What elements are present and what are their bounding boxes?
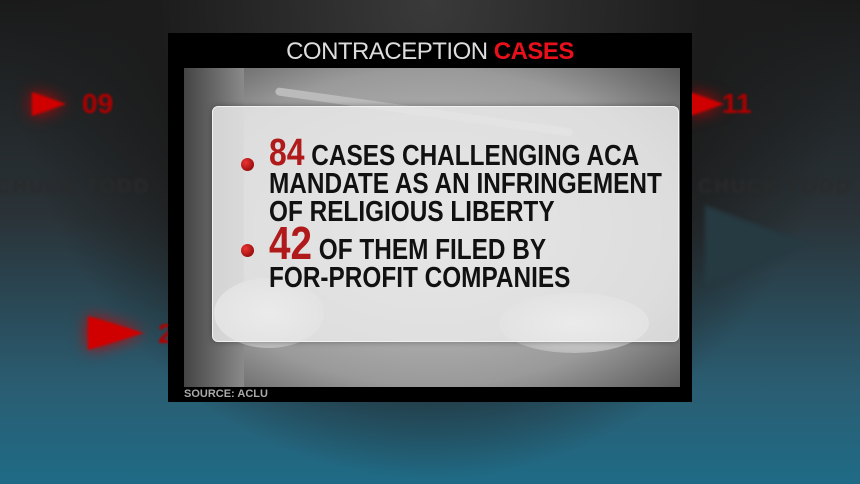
title-text: CONTRACEPTION: [286, 38, 488, 65]
scales-of-justice-image: 84 CASES CHALLENGING ACA MANDATE AS AN I…: [184, 68, 680, 387]
bullet-icon: [241, 244, 254, 257]
play-icon: [690, 92, 724, 116]
stat-number: 42: [269, 217, 312, 269]
play-icon: [705, 205, 810, 285]
text-line: OF RELIGIOUS LIBERTY: [269, 196, 555, 228]
text-line: CASES CHALLENGING ACA: [311, 140, 640, 172]
graphic-title: CONTRACEPTION CASES: [168, 33, 692, 68]
bullet-icon: [241, 158, 254, 171]
bg-number: 09: [82, 88, 114, 119]
info-card: 84 CASES CHALLENGING ACA MANDATE AS AN I…: [212, 106, 679, 342]
bg-name: CHUCK TODD: [0, 176, 151, 198]
bullet-text: 42 OF THEM FILED BY FOR-PROFIT COMPANIES: [269, 220, 571, 294]
bg-number: 11: [722, 88, 752, 119]
title-highlight: CASES: [493, 38, 575, 65]
play-icon: [32, 92, 66, 116]
text-line: FOR-PROFIT COMPANIES: [269, 262, 571, 294]
news-graphic: CONTRACEPTION CASES 84 CASES CHALLENGING…: [168, 33, 692, 402]
text-line: MANDATE AS AN INFRINGEMENT: [269, 168, 662, 200]
bullet-text: 84 CASES CHALLENGING ACA MANDATE AS AN I…: [269, 134, 662, 228]
stat-number: 84: [269, 132, 305, 174]
text-line: OF THEM FILED BY: [318, 234, 547, 266]
play-icon: [88, 316, 144, 350]
bg-name: CHUCK TODD: [698, 176, 853, 198]
source-label: SOURCE: ACLU: [184, 388, 268, 400]
